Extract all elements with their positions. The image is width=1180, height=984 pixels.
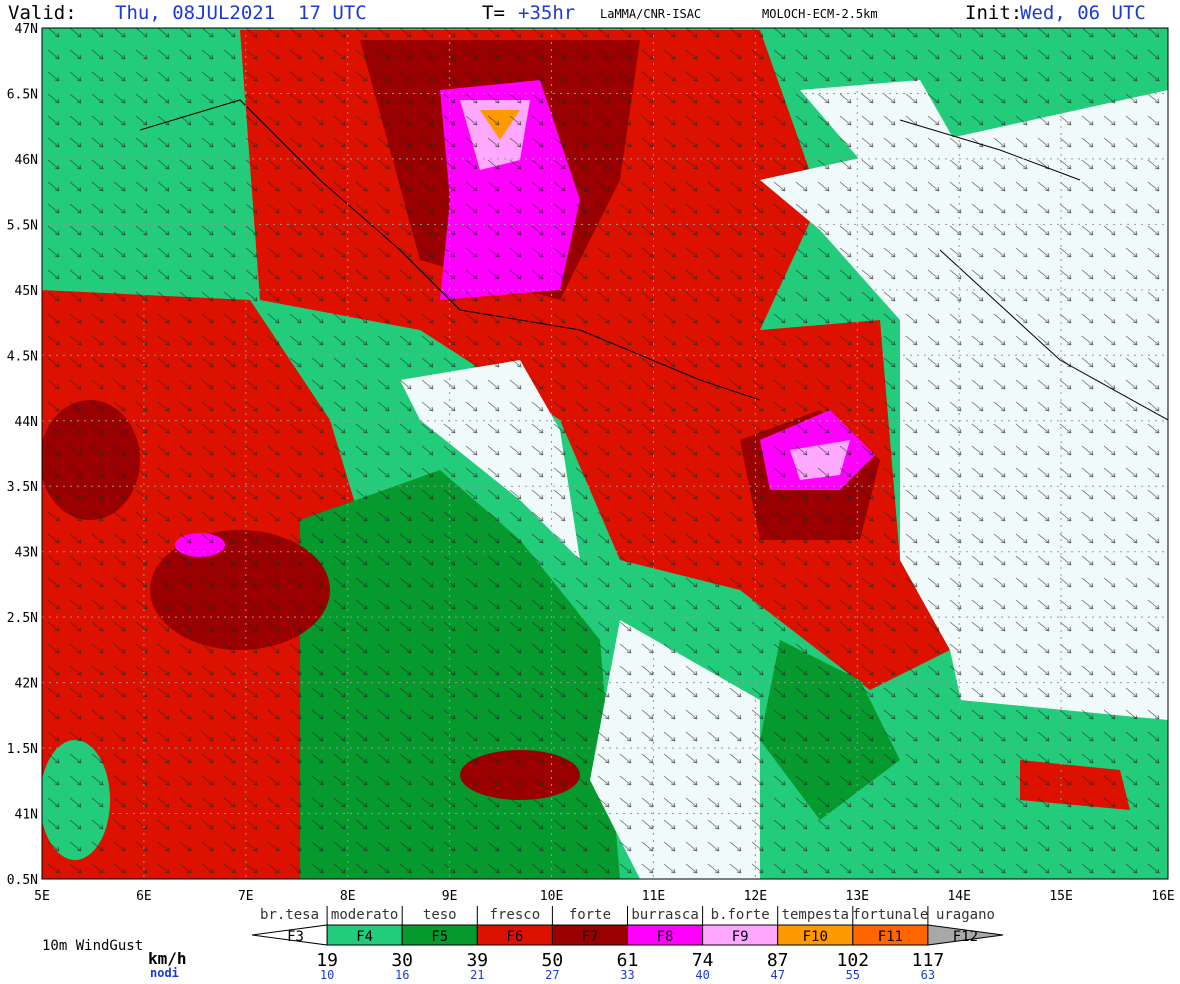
legend-scale-name: fortunale xyxy=(852,907,928,923)
lon-label: 6E xyxy=(136,889,152,904)
kmh-value: 102 xyxy=(837,950,870,971)
legend-scale-name: forte xyxy=(569,907,611,923)
knots-value: 33 xyxy=(620,968,634,980)
knots-value: 10 xyxy=(320,968,334,980)
knots-value: 16 xyxy=(395,968,409,980)
knots-value: 55 xyxy=(846,968,860,980)
lat-label: 46N xyxy=(15,153,38,168)
legend-class-label: F8 xyxy=(657,929,674,945)
lon-label: 8E xyxy=(340,889,356,904)
lat-label: 42N xyxy=(15,677,38,692)
kmh-value: 50 xyxy=(542,950,564,971)
legend: F3 br.tesa F4 moderato F5 teso F6 fresco F7 forte… xyxy=(251,906,1004,982)
legend-scale-name: b.forte xyxy=(711,907,770,923)
knots-value: 63 xyxy=(921,968,935,980)
kmh-value: 61 xyxy=(617,950,639,971)
lat-label: 47N xyxy=(15,22,38,37)
lon-label: 16E xyxy=(1151,889,1174,904)
legend-class-label: F6 xyxy=(506,929,523,945)
lon-label: 12E xyxy=(744,889,767,904)
legend-class-label: F10 xyxy=(803,929,828,945)
lon-label: 5E xyxy=(34,889,50,904)
lat-label: 44N xyxy=(15,415,38,430)
legend-scale-name: br.tesa xyxy=(260,907,319,923)
init-time: Wed, 06 UTC xyxy=(1020,2,1146,24)
lon-label: 7E xyxy=(238,889,254,904)
kmh-value: 19 xyxy=(316,950,338,971)
lon-label: 14E xyxy=(947,889,970,904)
legend-class-label: F4 xyxy=(356,929,373,945)
source: LaMMA/CNR-ISAC xyxy=(600,7,701,21)
legend-swatch xyxy=(927,924,1004,946)
knots-value: 47 xyxy=(770,968,784,980)
lat-label: 4.5N xyxy=(7,349,38,364)
lat-label: 3.5N xyxy=(7,480,38,495)
lat-label: 0.5N xyxy=(7,873,38,888)
kmh-value: 87 xyxy=(767,950,789,971)
lon-label: 13E xyxy=(846,889,869,904)
unit-kmh: km/h xyxy=(148,949,187,968)
map-frame xyxy=(41,27,1169,880)
unit-knots: nodi xyxy=(150,966,179,980)
legend-class-label: F5 xyxy=(431,929,448,945)
legend-class-label: F12 xyxy=(953,929,978,945)
legend-scale-name: fresco xyxy=(490,907,541,923)
legend-class-label: F3 xyxy=(287,929,304,945)
legend-scale-name: teso xyxy=(423,907,457,923)
graticule: 47N 6.5N 46N 5.5N 45N 4.5N 44N 3.5N 43N 2.5N 42N 1.… xyxy=(7,22,1175,904)
knots-value: 40 xyxy=(695,968,709,980)
legend-class-label: F9 xyxy=(732,929,749,945)
knots-value: 27 xyxy=(545,968,559,980)
lat-label: 2.5N xyxy=(7,611,38,626)
legend-class-label: F11 xyxy=(878,929,903,945)
legend-scale-name: uragano xyxy=(936,907,995,923)
forecast-step-label: T= xyxy=(482,2,505,24)
kmh-value: 39 xyxy=(466,950,488,971)
legend-scale-name: moderato xyxy=(331,907,398,923)
init-label: Init: xyxy=(965,2,1022,24)
legend-title: 10m WindGust xyxy=(42,938,143,954)
forecast-step: +35hr xyxy=(518,2,575,24)
kmh-value: 74 xyxy=(692,950,714,971)
legend-class-label: F7 xyxy=(582,929,599,945)
lat-label: 43N xyxy=(15,546,38,561)
lon-label: 10E xyxy=(540,889,563,904)
lon-label: 11E xyxy=(642,889,665,904)
kmh-value: 117 xyxy=(912,950,945,971)
knots-value: 21 xyxy=(470,968,484,980)
legend-scale-name: tempesta xyxy=(782,907,849,923)
lat-label: 6.5N xyxy=(7,87,38,102)
lat-label: 1.5N xyxy=(7,742,38,757)
lon-label: 9E xyxy=(442,889,458,904)
kmh-value: 30 xyxy=(391,950,413,971)
lat-label: 41N xyxy=(15,808,38,823)
lon-label: 15E xyxy=(1049,889,1072,904)
valid-time: Thu, 08JUL2021 17 UTC xyxy=(115,2,367,24)
legend-scale-name: burrasca xyxy=(631,907,698,923)
valid-label: Valid: xyxy=(8,2,77,24)
lat-label: 45N xyxy=(15,284,38,299)
model: MOLOCH-ECM-2.5km xyxy=(762,7,878,21)
lat-label: 5.5N xyxy=(7,218,38,233)
map-field xyxy=(42,28,1168,879)
